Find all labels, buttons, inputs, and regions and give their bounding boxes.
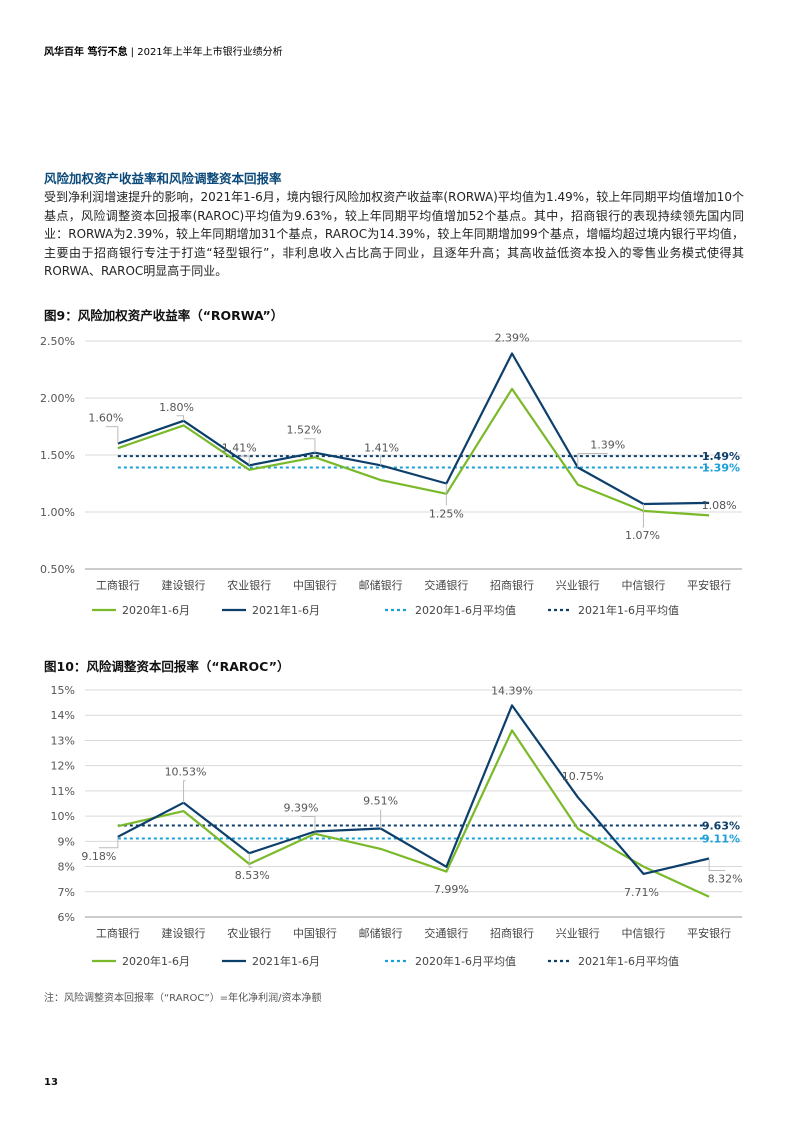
y-tick-label: 0.50% [40,563,75,576]
section-paragraph: 受到净利润增速提升的影响，2021年1-6月，境内银行风险加权资产收益率(ROR… [44,190,744,278]
label-leader-line [708,858,726,871]
y-tick-label: 10% [51,810,75,823]
label-leader-line [303,438,316,453]
x-tick-label: 工商银行 [96,926,140,940]
data-label: 1.60% [88,412,123,425]
y-tick-label: 13% [51,734,75,747]
x-tick-label: 交通银行 [424,926,468,940]
legend-label: 2020年1-6月平均值 [415,954,516,968]
x-tick-label: 建设银行 [162,578,206,592]
data-label: 9.18% [81,850,116,863]
figure-10-title: 图10：风险调整资本回报率（“RAROC”） [44,659,290,674]
y-tick-label: 8% [58,861,75,874]
rorwa-chart: 2.50% 2.00% 1.50% 1.00% 0.50% 工商银行 建设银行 农业银行 中国银… [40,332,742,617]
y-tick-label: 6% [58,911,75,924]
x-tick-label: 中信银行 [621,578,665,592]
data-label: 1.41% [364,441,399,454]
x-tick-label: 中国银行 [293,578,337,592]
x-tick-label: 平安银行 [687,926,731,940]
y-tick-label: 1.50% [40,449,75,462]
page-header: 风华百年 笃行不怠 | 2021年上半年上市银行业绩分析 [44,43,283,58]
label-leader-line [248,853,253,868]
legend-label: 2020年1-6月 [122,954,190,968]
y-tick-label: 2.50% [40,335,75,348]
figure-9-title: 图9：风险加权资产收益率（“RORWA”） [44,308,284,323]
label-leader-line [300,815,316,832]
x-tick-label: 中信银行 [621,926,665,940]
label-leader-line [380,455,382,466]
data-label: 2.39% [495,332,530,345]
y-tick-label: 2.00% [40,392,75,405]
data-label: 7.99% [434,883,469,896]
x-tick-label: 招商银行 [490,578,534,592]
x-tick-label: 交通银行 [424,578,468,592]
y-tick-label: 9% [58,835,75,848]
data-label: 1.80% [159,401,194,414]
legend-label: 2021年1-6月 [252,603,320,617]
average-label: 1.39% [702,462,740,475]
label-leader-line [98,836,119,849]
x-tick-label: 兴业银行 [556,926,600,940]
data-label: 8.53% [235,869,270,882]
data-label: 8.32% [708,872,743,885]
data-label: 1.41% [222,441,257,454]
header-title: 2021年上半年上市银行业绩分析 [137,47,283,58]
legend-label: 2021年1-6月平均值 [578,954,679,968]
section-title: 风险加权资产收益率和风险调整资本回报率 [44,171,282,186]
raroc-chart: 15% 14% 13% 12% 11% 10% 9% 8% 7% 6% 工商银行 建设银行 农业银行 中国… [51,684,743,968]
x-tick-label: 招商银行 [490,926,534,940]
y-tick-label: 15% [51,684,75,697]
y-tick-label: 14% [51,709,75,722]
average-label: 1.49% [702,450,740,463]
label-leader-line [642,504,644,528]
x-tick-label: 建设银行 [162,926,206,940]
label-leader-line [183,780,186,803]
page-number: 13 [44,1077,58,1088]
data-label: 10.75% [562,770,604,783]
legend-label: 2021年1-6月平均值 [578,603,679,617]
label-leader-line [239,455,250,466]
series-line [117,352,710,506]
data-label: 1.07% [625,529,660,542]
x-tick-label: 邮储银行 [359,578,403,592]
x-tick-label: 中国银行 [293,926,337,940]
label-leader-line [577,453,608,468]
data-label: 9.39% [283,801,318,814]
y-tick-label: 1.00% [40,506,75,519]
legend-label: 2020年1-6月 [122,603,190,617]
data-label: 7.71% [624,886,659,899]
data-label: 1.25% [429,508,464,521]
series-line [117,704,710,875]
x-tick-label: 兴业银行 [556,578,600,592]
data-label: 1.39% [590,439,625,452]
x-tick-label: 农业银行 [227,926,271,940]
footnote: 注：风险调整资本回报率（“RAROC”）=年化净利润/资本净额 [44,993,322,1004]
x-tick-label: 农业银行 [227,578,271,592]
data-label: 1.08% [702,499,737,512]
y-tick-label: 11% [51,785,75,798]
legend-label: 2021年1-6月 [252,954,320,968]
average-label: 9.11% [702,833,740,846]
average-label: 9.63% [702,819,740,832]
data-label: 9.51% [363,794,398,807]
label-leader-line [105,426,119,444]
legend-label: 2020年1-6月平均值 [415,603,516,617]
series-line [117,387,710,517]
x-tick-label: 邮储银行 [359,926,403,940]
header-separator: | [127,47,138,58]
data-label: 14.39% [491,684,533,697]
y-tick-label: 12% [51,760,75,773]
series-line [117,729,710,898]
y-tick-label: 7% [58,886,75,899]
data-label: 1.52% [286,424,321,437]
label-leader-line [176,415,185,421]
x-tick-label: 工商银行 [96,578,140,592]
data-label: 10.53% [165,766,207,779]
header-brand: 风华百年 笃行不怠 [44,47,128,58]
x-tick-label: 平安银行 [687,578,731,592]
